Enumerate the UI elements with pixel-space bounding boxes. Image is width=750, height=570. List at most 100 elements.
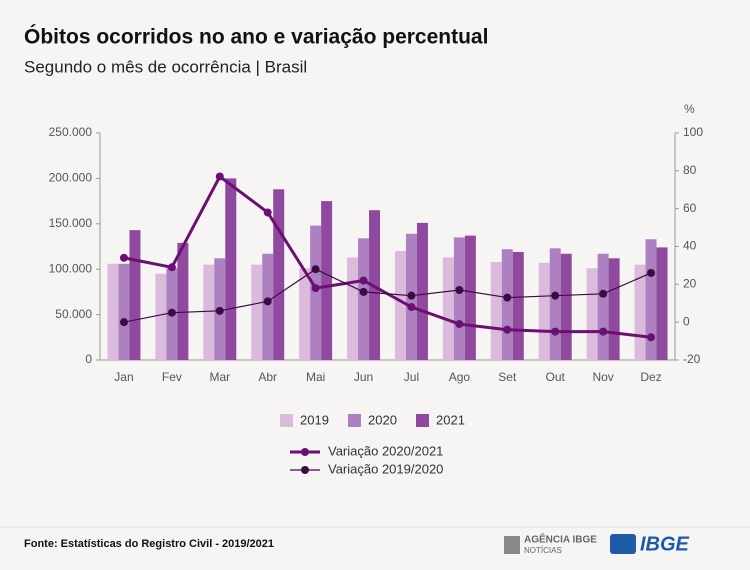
point bbox=[407, 303, 416, 312]
point bbox=[503, 293, 512, 302]
legend-swatch bbox=[416, 414, 429, 427]
point bbox=[119, 253, 128, 262]
y-tick-label: 0 bbox=[85, 352, 92, 366]
bar bbox=[586, 268, 598, 360]
bar bbox=[608, 258, 620, 360]
bar bbox=[299, 268, 311, 360]
point bbox=[599, 289, 608, 298]
bar bbox=[560, 253, 572, 360]
bar bbox=[597, 253, 609, 360]
y2-tick-label: 80 bbox=[683, 163, 697, 177]
point bbox=[503, 325, 512, 334]
x-tick-label: Jun bbox=[354, 370, 373, 384]
point bbox=[359, 276, 368, 285]
bar bbox=[645, 239, 657, 360]
point bbox=[407, 291, 416, 300]
x-tick-label: Mar bbox=[209, 370, 230, 384]
bar bbox=[464, 235, 476, 360]
bar bbox=[203, 264, 215, 360]
logo-text: NOTÍCIAS bbox=[524, 546, 562, 555]
y2-tick-label: 40 bbox=[683, 239, 697, 253]
logo-icon bbox=[610, 534, 636, 554]
bar bbox=[549, 248, 561, 360]
bar bbox=[225, 178, 237, 360]
bar bbox=[442, 257, 454, 360]
legend-label: Variação 2020/2021 bbox=[328, 443, 443, 458]
y-tick-label: 200.000 bbox=[49, 171, 93, 185]
bar bbox=[538, 262, 550, 360]
point bbox=[551, 291, 560, 300]
bar bbox=[129, 230, 141, 360]
bar bbox=[310, 225, 322, 360]
point bbox=[647, 268, 656, 277]
legend-marker bbox=[301, 448, 309, 456]
source: Fonte: Estatísticas do Registro Civil - … bbox=[24, 538, 274, 550]
y-tick-label: 50.000 bbox=[55, 307, 92, 321]
bar bbox=[262, 253, 274, 360]
line bbox=[123, 268, 652, 323]
bar bbox=[118, 263, 130, 360]
x-tick-label: Dez bbox=[640, 370, 661, 384]
bar bbox=[155, 273, 167, 360]
y2-tick-label: 20 bbox=[683, 277, 697, 291]
legend-swatch bbox=[280, 414, 293, 427]
legend-label: 2021 bbox=[436, 412, 465, 427]
logo-text: AGÊNCIA IBGE bbox=[524, 533, 597, 546]
legend-label: 2019 bbox=[300, 412, 329, 427]
bar bbox=[273, 189, 285, 360]
bar bbox=[416, 222, 428, 360]
x-tick-label: Jul bbox=[404, 370, 419, 384]
bar bbox=[394, 251, 406, 360]
chart-title: Óbitos ocorridos no ano e variação perce… bbox=[24, 25, 488, 49]
point bbox=[647, 333, 656, 342]
bar bbox=[501, 249, 513, 360]
point bbox=[119, 318, 128, 327]
bar bbox=[490, 261, 502, 360]
x-tick-label: Out bbox=[546, 370, 566, 384]
y2-tick-label: -20 bbox=[683, 352, 701, 366]
bar bbox=[358, 238, 370, 360]
point bbox=[215, 172, 224, 181]
bar bbox=[634, 264, 646, 360]
bar bbox=[251, 264, 263, 360]
point bbox=[167, 263, 176, 272]
point bbox=[167, 308, 176, 317]
bar bbox=[321, 201, 333, 360]
y-tick-label: 100.000 bbox=[49, 261, 93, 275]
point bbox=[455, 286, 464, 295]
x-tick-label: Nov bbox=[592, 370, 613, 384]
x-tick-label: Set bbox=[498, 370, 517, 384]
legend-label: 2020 bbox=[368, 412, 397, 427]
logo-icon bbox=[504, 536, 520, 554]
x-tick-label: Abr bbox=[258, 370, 277, 384]
point bbox=[215, 306, 224, 315]
point bbox=[311, 284, 320, 293]
legend-swatch bbox=[348, 414, 361, 427]
chart-subtitle: Segundo o mês de ocorrência | Brasil bbox=[24, 57, 307, 76]
y-tick-label: 250.000 bbox=[49, 125, 93, 139]
y2-tick-label: 60 bbox=[683, 201, 697, 215]
point bbox=[359, 287, 368, 296]
y2-tick-label: 100 bbox=[683, 125, 703, 139]
point bbox=[551, 327, 560, 336]
x-tick-label: Ago bbox=[449, 370, 471, 384]
legend-marker bbox=[301, 466, 309, 474]
y2-axis-label: % bbox=[684, 102, 695, 116]
point bbox=[599, 327, 608, 336]
bar bbox=[177, 242, 189, 360]
bar bbox=[107, 263, 119, 360]
point bbox=[455, 320, 464, 329]
x-tick-label: Mai bbox=[306, 370, 325, 384]
x-tick-label: Fev bbox=[162, 370, 182, 384]
y-tick-label: 150.000 bbox=[49, 216, 93, 230]
point bbox=[263, 297, 272, 306]
point bbox=[311, 265, 320, 274]
bar bbox=[656, 247, 668, 360]
legend-label: Variação 2019/2020 bbox=[328, 461, 443, 476]
bar bbox=[453, 237, 465, 360]
y2-tick-label: 0 bbox=[683, 314, 690, 328]
bar bbox=[347, 257, 359, 360]
x-tick-label: Jan bbox=[114, 370, 133, 384]
